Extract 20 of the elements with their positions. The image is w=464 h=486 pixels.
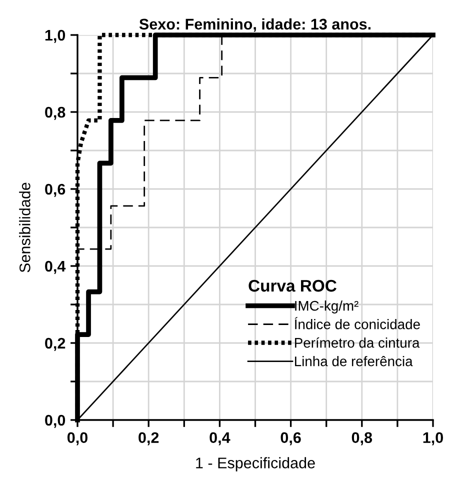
legend-label: Índice de conicidade [294,317,420,330]
y-tick-label: 0,6 [45,184,66,197]
x-tick-label: 0,2 [138,432,159,446]
x-tick-label: 0,6 [280,432,301,446]
x-tick-label: 0,8 [352,432,372,446]
y-tick-label: 1,0 [45,30,66,43]
legend-title: Curva ROC [248,280,336,292]
x-tick-label: 0,0 [67,432,88,446]
legend-label: Linha de referência [295,356,413,366]
chart-title: Sexo: Feminino, idade: 13 anos. [139,18,371,32]
x-axis-title: 1 - Especificidade [196,457,315,472]
y-axis-title: Sensibilidade [19,182,30,272]
x-tick-label: 0,4 [210,432,230,446]
y-tick-label: 0,0 [45,414,66,428]
x-tick-label: 1,0 [423,432,443,446]
legend-label: Perímetro da cintura [295,337,420,348]
y-tick-label: 0,8 [45,106,66,120]
legend-label: IMC-kg/m² [295,300,358,314]
y-tick-label: 0,2 [45,338,66,351]
y-tick-label: 0,4 [45,260,66,274]
